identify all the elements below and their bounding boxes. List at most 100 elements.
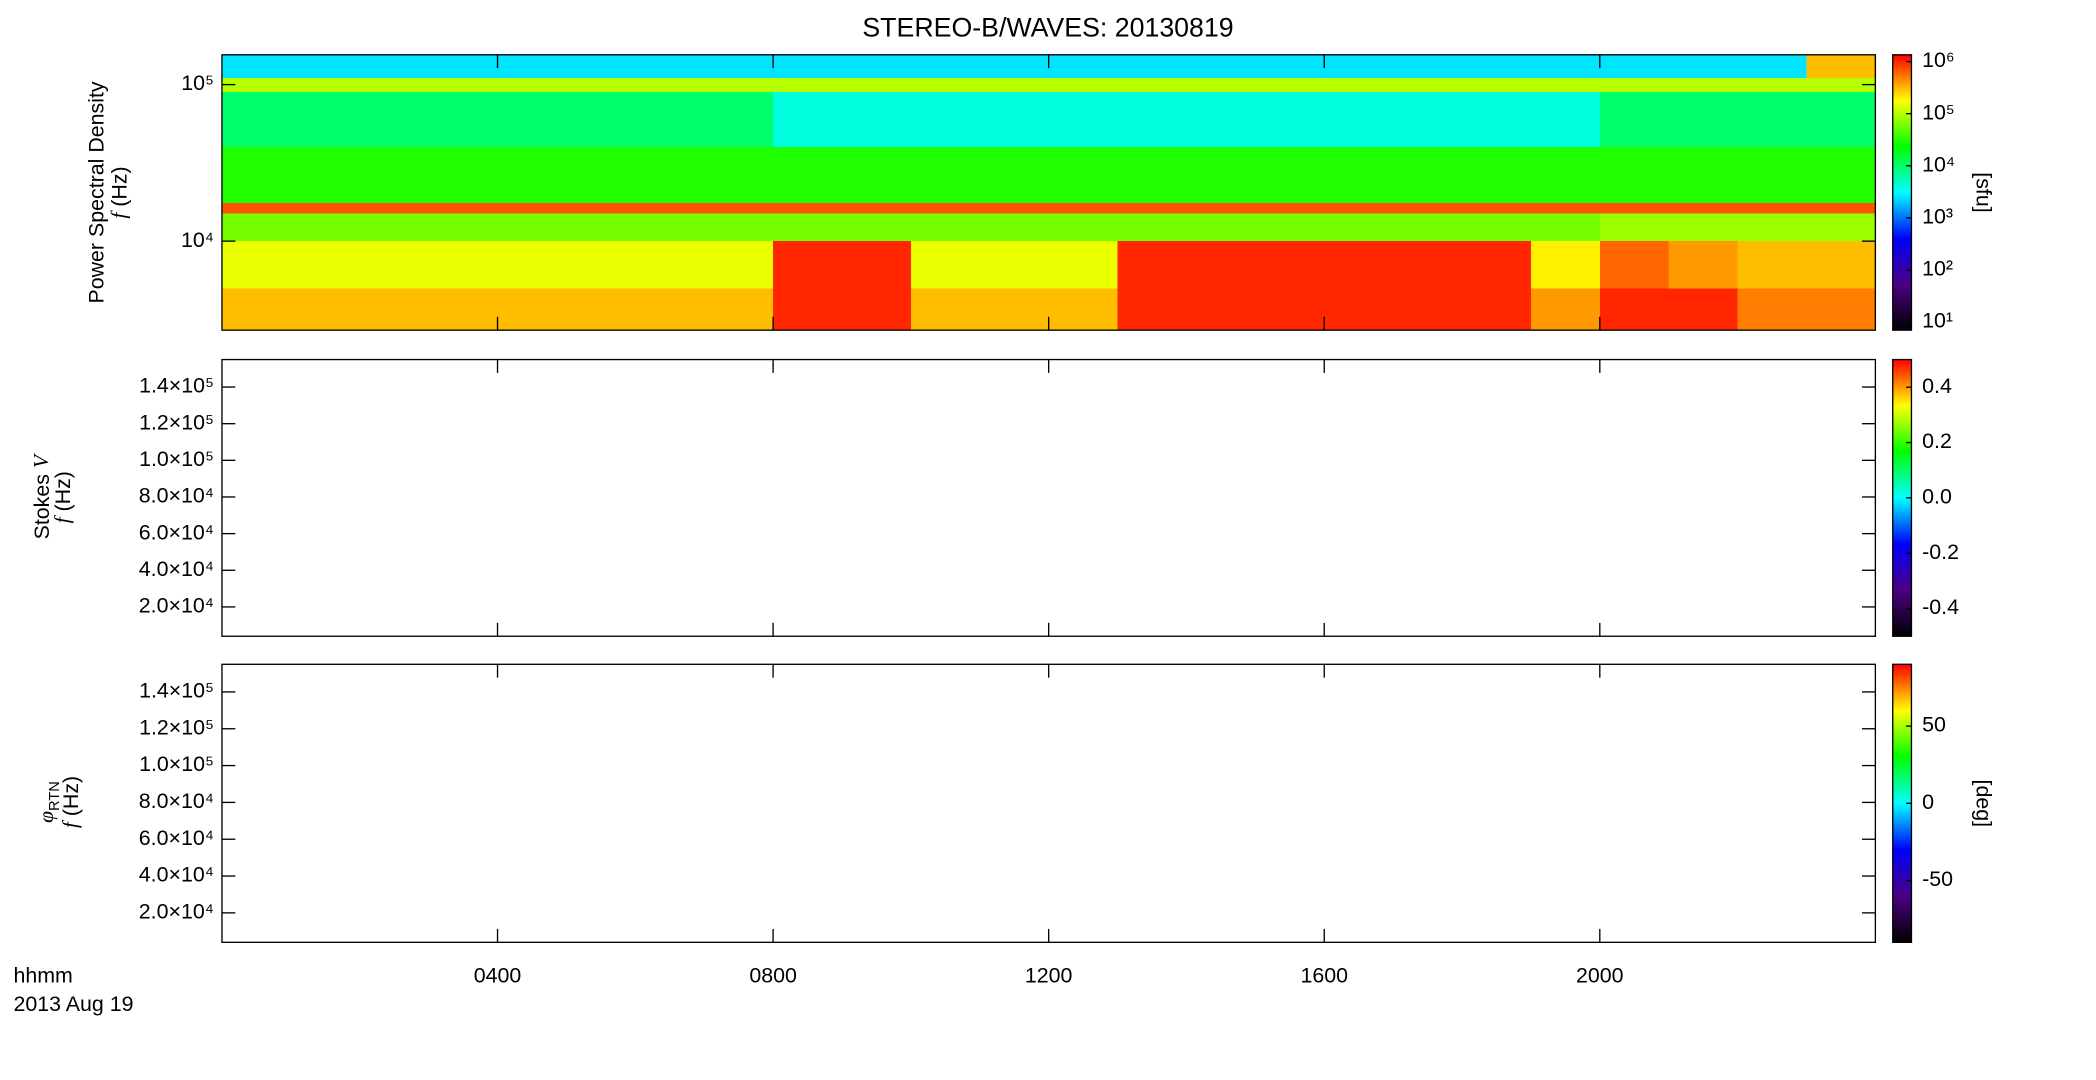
heatmap-cell [704,241,774,289]
heatmap-cell [1599,203,1669,214]
heatmap-cell [359,91,429,147]
heatmap-cell [979,203,1049,214]
heatmap-cell [1599,241,1669,289]
colorbar-tick-label: 10⁴ [1922,152,1955,176]
heatmap-cell [979,288,1049,331]
heatmap-cell [1255,213,1325,242]
heatmap-cell [1324,146,1394,204]
heatmap-cell [910,91,980,147]
y-tick-label: 6.0×10⁴ [139,520,214,544]
heatmap-cell [1737,203,1807,214]
heatmap-cell [841,203,911,214]
heatmap-cell [704,146,774,204]
y-axis-unit-text: (Hz) [59,776,83,816]
heatmap-cell [1186,146,1256,204]
x-axis-label: hhmm [13,964,72,988]
heatmap-cell [221,203,291,214]
heatmap-cell [910,213,980,242]
heatmap-cell [635,288,705,331]
heatmap-cell [1530,54,1600,79]
heatmap-cell [1668,146,1738,204]
heatmap-cell [704,78,774,92]
heatmap-cell [704,203,774,214]
heatmap-cell [221,54,291,79]
heatmap-cell [1599,288,1669,331]
heatmap-cell [1530,288,1600,331]
heatmap-cell [1806,288,1876,331]
heatmap-cell [979,91,1049,147]
heatmap-cell [221,91,291,147]
heatmap-cell [1393,203,1463,214]
heatmap-cell [841,213,911,242]
heatmap-cell [221,288,291,331]
heatmap-cell [1048,78,1118,92]
heatmap-cell [1668,78,1738,92]
heatmap-cell [1186,241,1256,289]
y-axis-unit-text: (Hz) [107,166,131,206]
colorbar-tick-label: 10⁵ [1922,100,1955,124]
heatmap-cell [1324,213,1394,242]
y-axis-unit: f (Hz) [50,471,75,523]
heatmap-cell [1186,91,1256,147]
y-tick-label: 1.0×10⁵ [139,447,214,471]
heatmap-cell [359,54,429,79]
heatmap-cell [221,241,291,289]
heatmap-cell [1806,213,1876,242]
colorbar-tick-label: 0.2 [1922,429,1952,453]
y-axis-space [59,816,83,822]
heatmap-cell [1599,78,1669,92]
colorbar-tick-label: -50 [1922,867,1953,891]
colorbar-label: [deg] [1972,780,1996,828]
heatmap-cell [1117,91,1187,147]
heatmap-cell [290,241,360,289]
heatmap-cell [290,146,360,204]
heatmap-cell [841,288,911,331]
heatmap-cell [773,78,842,92]
heatmap-cell [773,288,842,331]
y-axis-label-text: Power Spectral Density [84,81,108,303]
heatmap-cell [1530,241,1600,289]
heatmap-cell [1462,213,1531,242]
heatmap-cell [1255,203,1325,214]
heatmap-cell [704,288,774,331]
heatmap-cell [979,146,1049,204]
colorbar-tick-label: 10² [1922,257,1953,281]
colorbar-tick-label: 10¹ [1922,309,1953,333]
heatmap-cell [290,203,360,214]
heatmap-cell [635,203,705,214]
heatmap-cell [428,78,498,92]
heatmap-cell [428,213,498,242]
heatmap-cell [1462,91,1531,147]
heatmap-cell [1462,203,1531,214]
heatmap-cell [428,146,498,204]
heatmap-cell [1806,54,1876,79]
x-tick-label: 1600 [1300,964,1348,988]
heatmap-cell [566,146,636,204]
heatmap-cell [566,213,636,242]
heatmap-cell [1668,91,1738,147]
heatmap-cell [566,203,636,214]
heatmap-cell [773,146,842,204]
x-tick-label: 1200 [1025,964,1073,988]
colorbar-tick-label: 10⁶ [1922,48,1955,72]
heatmap-cell [841,54,911,79]
y-axis-unit: f (Hz) [106,166,131,218]
heatmap-cell [359,203,429,214]
heatmap-cell [1668,288,1738,331]
heatmap-cell [359,241,429,289]
heatmap-cell [1599,146,1669,204]
heatmap-cell [1324,91,1394,147]
heatmap-cell [359,213,429,242]
y-tick-label: 2.0×10⁴ [139,900,214,924]
heatmap-cell [1324,203,1394,214]
heatmap-cell [1117,146,1187,204]
heatmap-cell [979,241,1049,289]
heatmap-cell [1255,288,1325,331]
heatmap-cell [1255,241,1325,289]
y-tick-label: 8.0×10⁴ [139,789,214,813]
heatmap-cell [290,288,360,331]
heatmap-cell [773,203,842,214]
heatmap-cell [910,54,980,79]
y-axis-label-subscript: RTN [47,781,63,811]
heatmap-cell [1048,213,1118,242]
